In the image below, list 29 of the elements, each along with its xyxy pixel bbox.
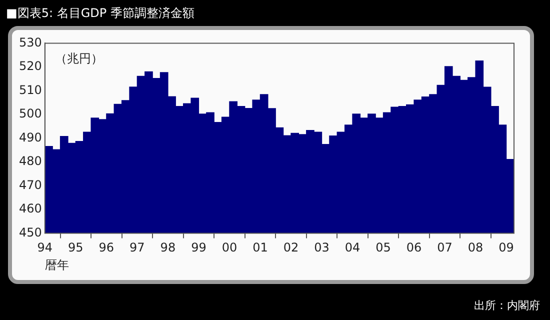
y-tick-label: 470 <box>19 178 42 192</box>
x-axis-title: 暦年 <box>44 258 69 272</box>
x-tick-label: 06 <box>406 240 422 255</box>
x-tick-label: 07 <box>437 240 452 255</box>
x-tick-label: 98 <box>160 240 176 255</box>
y-tick-label: 480 <box>19 154 42 168</box>
x-tick-label: 02 <box>283 240 299 255</box>
x-tick-label: 96 <box>98 240 114 255</box>
x-tick-label: 97 <box>130 240 145 255</box>
y-tick-label: 520 <box>19 59 42 74</box>
x-tick-label: 94 <box>37 240 53 255</box>
y-tick-label: 530 <box>19 35 42 50</box>
text: 出所：内閣府 <box>474 298 540 313</box>
x-tick-label: 00 <box>222 240 238 255</box>
y-tick-label: 500 <box>19 106 42 121</box>
chart-title: ■図表5: 名目GDP 季節調整済金額 <box>6 5 194 22</box>
y-tick-label: 510 <box>19 82 42 97</box>
y-tick-label: 490 <box>19 130 42 144</box>
y-tick-label: 460 <box>19 202 42 216</box>
x-tick-label: 04 <box>344 240 360 255</box>
x-tick-label: 05 <box>376 240 391 255</box>
x-tick-label: 09 <box>498 240 514 255</box>
x-tick-label: 99 <box>191 240 206 255</box>
x-tick-label: 03 <box>314 240 330 255</box>
x-tick-label: 95 <box>68 240 84 255</box>
y-tick-label: 450 <box>19 225 42 240</box>
x-tick-label: 01 <box>252 240 268 255</box>
x-tick-label: 08 <box>468 240 484 255</box>
y-axis-title: （兆円） <box>54 51 103 66</box>
